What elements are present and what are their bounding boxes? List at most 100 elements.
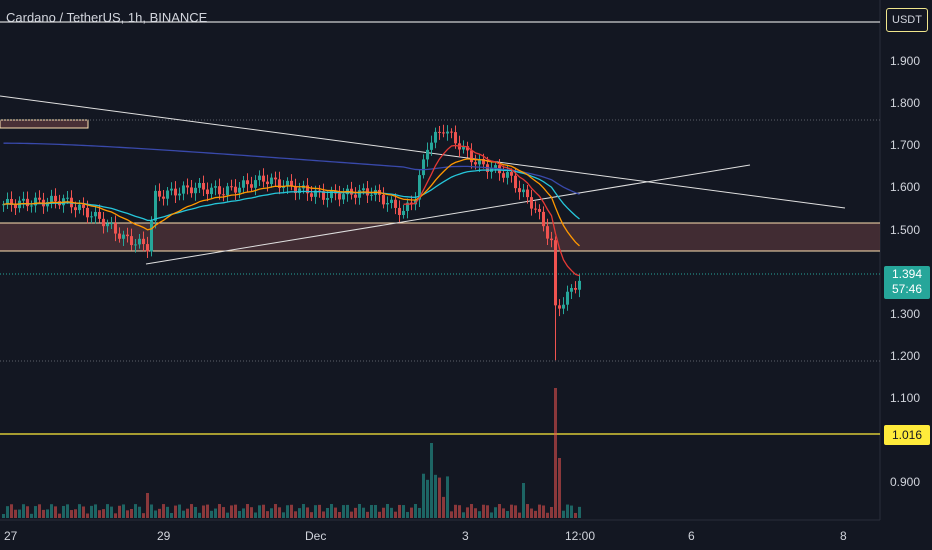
x-tick-label: 6	[688, 529, 695, 543]
candle-body	[78, 204, 81, 211]
volume-bar	[406, 511, 409, 518]
volume-bar	[114, 513, 117, 518]
candle-body	[54, 195, 57, 202]
volume-bar	[578, 506, 581, 518]
candle-body	[258, 175, 261, 181]
volume-bar	[226, 512, 229, 518]
candle-body	[186, 185, 189, 188]
candle-body	[130, 236, 133, 246]
candle-body	[94, 211, 97, 217]
volume-bar	[338, 511, 341, 518]
candle-body	[546, 226, 549, 239]
volume-bar	[434, 474, 437, 518]
volume-bar	[174, 505, 177, 518]
candle-body	[106, 223, 109, 227]
volume-bar	[230, 505, 233, 518]
candle-body	[322, 191, 325, 200]
candle-body	[370, 194, 373, 196]
candle-body	[270, 177, 273, 185]
volume-bar	[66, 504, 69, 518]
volume-bar	[370, 505, 373, 518]
volume-bar	[326, 508, 329, 518]
candle-body	[146, 244, 149, 252]
candle-body	[474, 162, 477, 165]
candle-body	[558, 305, 561, 309]
volume-bar	[438, 477, 441, 518]
volume-bar	[46, 509, 49, 518]
candle-body	[434, 131, 437, 143]
volume-bar	[94, 504, 97, 518]
candle-body	[422, 159, 425, 176]
candle-body	[2, 204, 5, 206]
candle-body	[502, 173, 505, 178]
x-tick-label: Dec	[305, 529, 327, 543]
volume-bar	[102, 509, 105, 518]
volume-bar	[546, 512, 549, 518]
candle-body	[442, 132, 445, 134]
candle-body	[166, 190, 169, 199]
candle-body	[170, 188, 173, 191]
volume-bar	[550, 506, 553, 518]
volume-bar	[54, 506, 57, 518]
candle-body	[386, 202, 389, 205]
volume-bar	[118, 505, 121, 518]
volume-bar	[394, 511, 397, 518]
volume-bar	[258, 505, 261, 518]
candle-body	[478, 158, 481, 165]
volume-bar	[362, 507, 365, 518]
volume-bar	[402, 505, 405, 518]
volume-bar	[214, 508, 217, 518]
candle-body	[286, 180, 289, 187]
volume-bar	[58, 513, 61, 518]
volume-bar	[38, 504, 41, 518]
volume-bar	[542, 505, 545, 518]
descending-trendline	[0, 95, 846, 209]
volume-bar	[194, 506, 197, 518]
candle-body	[578, 280, 581, 290]
candle-body	[382, 194, 385, 205]
candle-body	[554, 240, 557, 306]
volume-bar	[382, 507, 385, 518]
candle-body	[190, 187, 193, 194]
volume-bar	[30, 513, 33, 518]
volume-bar	[222, 507, 225, 518]
volume-bar	[162, 504, 165, 518]
candle-body	[282, 186, 285, 188]
y-tick-label: 1.900	[890, 54, 921, 68]
x-tick-label: 3	[462, 529, 469, 543]
volume-bar	[110, 506, 113, 518]
candle-body	[218, 186, 221, 195]
candle-body	[338, 193, 341, 200]
candle-body	[466, 146, 469, 151]
candle-body	[470, 150, 473, 163]
volume-bar	[170, 512, 173, 518]
candle-body	[274, 177, 277, 180]
y-tick-label: 1.500	[890, 222, 921, 237]
volume-bar	[182, 510, 185, 518]
volume-bar	[358, 504, 361, 518]
volume-bar	[274, 504, 277, 518]
volume-bar	[510, 504, 513, 518]
volume-bar	[254, 512, 257, 518]
volume-bar	[526, 504, 529, 518]
candle-body	[198, 182, 201, 188]
candle-body	[402, 210, 405, 216]
candle-body	[202, 182, 205, 190]
candle-body	[426, 149, 429, 160]
candle-body	[294, 186, 297, 194]
candle-body	[254, 180, 257, 188]
candle-body	[438, 131, 441, 133]
volume-bar	[470, 504, 473, 518]
candle-body	[6, 198, 9, 205]
volume-bar	[454, 504, 457, 518]
candle-body	[134, 244, 137, 246]
volume-bar	[158, 508, 161, 518]
volume-bar	[34, 506, 37, 518]
candle-body	[50, 195, 53, 202]
candle-body	[102, 218, 105, 227]
candle-body	[66, 197, 69, 199]
candles	[2, 124, 581, 518]
quote-currency-button[interactable]: USDT	[886, 8, 928, 32]
volume-bar	[198, 512, 201, 518]
